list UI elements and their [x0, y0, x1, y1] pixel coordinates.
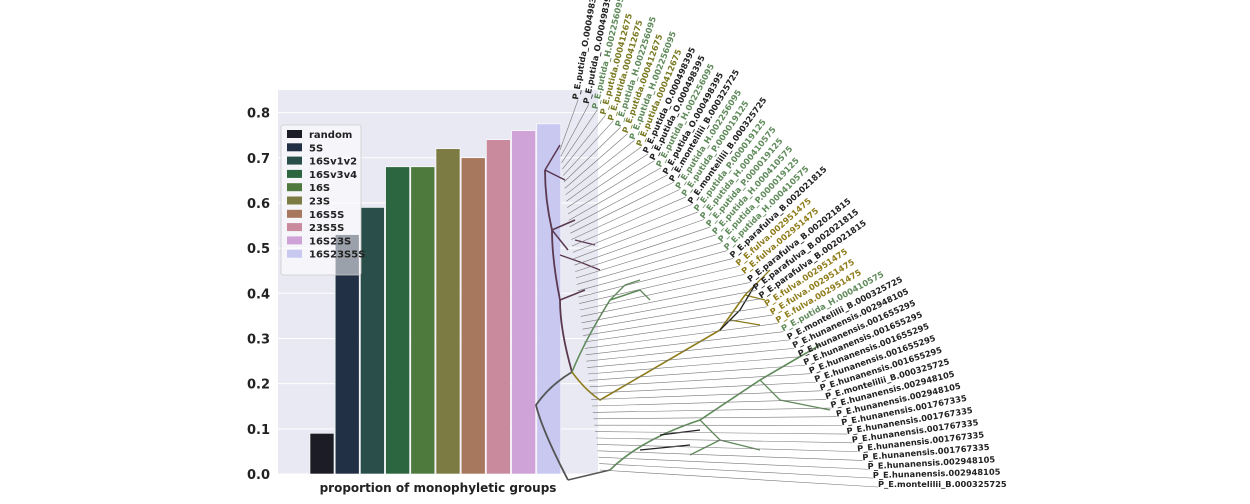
legend-label: random — [309, 130, 352, 141]
bar-random — [310, 433, 334, 474]
y-tick-label: 0.5 — [247, 242, 270, 257]
bar-16S5S — [461, 158, 485, 474]
legend-label: 16S — [309, 183, 330, 194]
leaf-connector — [588, 357, 800, 374]
legend-swatch — [287, 143, 302, 151]
leaf-connector — [577, 243, 722, 285]
x-axis-label: proportion of monophyletic groups — [320, 481, 557, 495]
y-axis: 0.0 0.1 0.2 0.3 0.4 0.5 0.6 0.7 0.8 — [247, 107, 270, 483]
bar-23S — [436, 149, 460, 474]
legend-swatch — [287, 157, 302, 165]
bar-16S — [411, 167, 435, 474]
y-tick-label: 0.3 — [247, 332, 270, 347]
leaf-connector — [596, 438, 852, 443]
legend-swatch — [287, 170, 302, 178]
y-tick-label: 0.1 — [247, 423, 270, 438]
leaf-connector — [590, 374, 811, 387]
legend-label: 16Sv3v4 — [309, 170, 357, 181]
leaf-connector — [584, 315, 772, 342]
legend: random5S16Sv1v216Sv3v416S23S16S5S23S5S16… — [281, 125, 365, 275]
y-tick-label: 0.7 — [247, 152, 270, 167]
legend-swatch — [287, 130, 302, 138]
bar-23S5S — [486, 140, 510, 474]
legend-swatch — [287, 210, 302, 218]
leaf-connector — [581, 282, 750, 316]
leaf-connector — [591, 391, 821, 400]
y-tick-label: 0.6 — [247, 197, 270, 212]
leaf-connector — [578, 258, 733, 297]
legend-swatch — [287, 197, 302, 205]
tree-leaf-labels: P_E.putida_O.000498395P_E.putida_O.00049… — [560, 0, 1007, 489]
legend-label: 5S — [309, 143, 323, 154]
leaf-connector — [582, 299, 761, 330]
leaf-connector — [594, 417, 837, 419]
leaf-connector — [590, 382, 815, 393]
y-tick-label: 0.8 — [247, 107, 270, 122]
tree-branch — [610, 280, 650, 300]
legend-label: 16S5S — [309, 210, 344, 221]
legend-swatch — [287, 236, 302, 244]
legend-label: 23S — [309, 197, 330, 208]
legend-swatch — [287, 223, 302, 231]
leaf-connector — [595, 432, 847, 434]
legend-label: 16S23S — [309, 236, 351, 247]
legend-swatch — [287, 183, 302, 191]
leaf-connector — [600, 470, 878, 487]
legend-label: 23S5S — [309, 223, 344, 234]
leaf-label: P_E.montelilii_B.000325725 — [878, 479, 1007, 489]
y-tick-label: 0.4 — [247, 287, 270, 302]
bar-16Sv3v4 — [386, 167, 410, 474]
legend-swatch — [287, 250, 302, 258]
y-tick-label: 0.2 — [247, 378, 270, 393]
bar-16S23S — [512, 131, 536, 474]
leaf-connector — [599, 464, 873, 479]
bar-16Sv1v2 — [360, 207, 384, 474]
legend-label: 16Sv1v2 — [309, 157, 357, 168]
leaf-connector — [597, 444, 858, 451]
y-tick-label: 0.0 — [247, 468, 270, 483]
leaf-connector — [580, 274, 744, 310]
legend-label: 16S23S5S — [309, 250, 365, 261]
